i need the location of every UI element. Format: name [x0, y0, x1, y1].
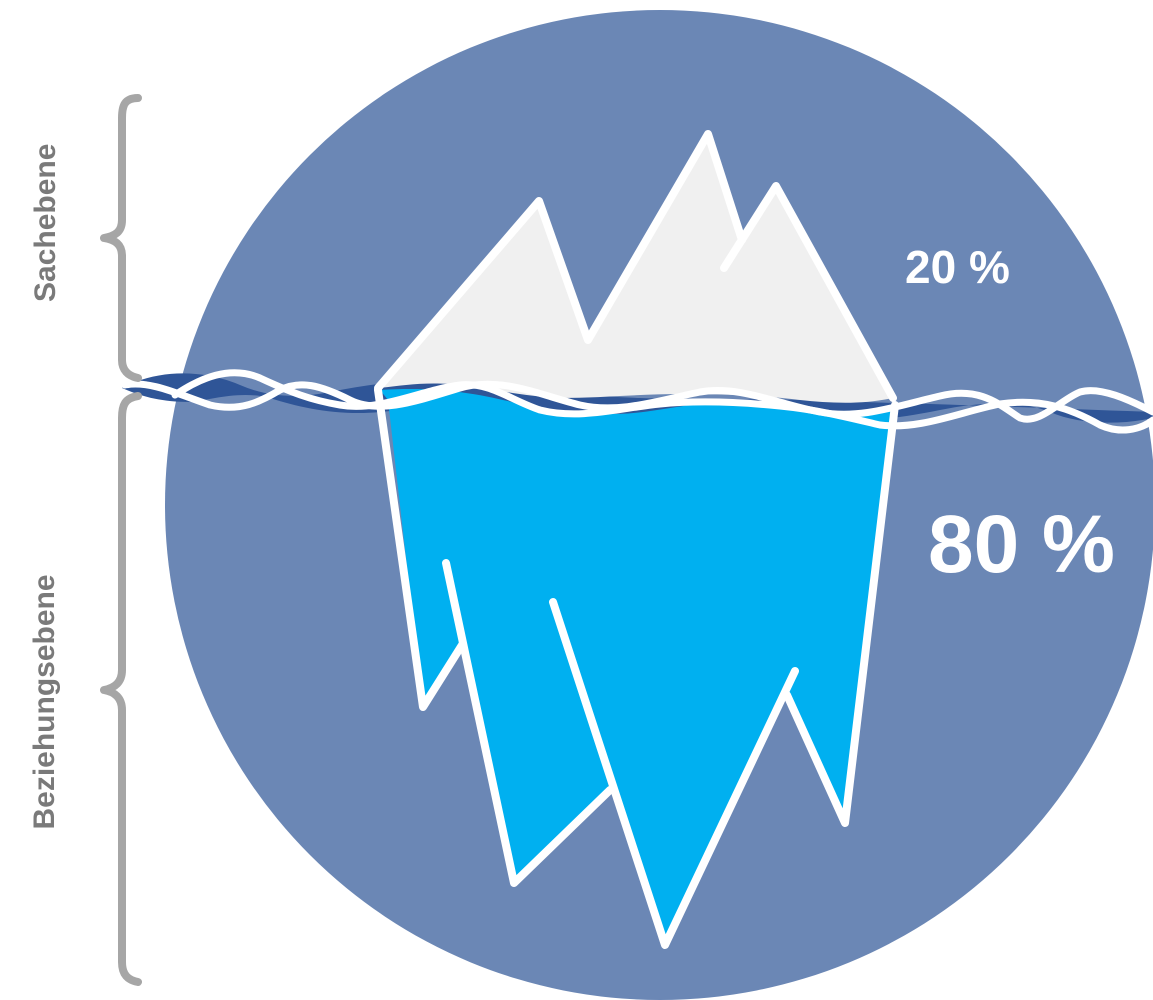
tip-outline-right — [720, 182, 897, 402]
body-outline-spike1 — [442, 559, 614, 887]
brace-top — [100, 94, 142, 382]
percentage-below: 80 % — [928, 499, 1115, 590]
body-outline-spike2 — [549, 598, 799, 949]
iceberg-outline — [374, 130, 899, 949]
side-braces — [100, 94, 142, 986]
tip-outline — [374, 130, 746, 392]
label-beziehungsebene: Beziehungsebene — [28, 574, 61, 830]
water-waves — [121, 369, 1153, 434]
wave-line-2 — [171, 369, 1153, 434]
iceberg-underwater — [380, 388, 895, 945]
label-sachebene: Sachebene — [29, 143, 62, 302]
brace-bottom — [100, 392, 142, 986]
body-outline-right — [783, 401, 899, 827]
body-outline-left — [374, 386, 466, 711]
iceberg-tip — [378, 134, 893, 403]
percentage-above: 20 % — [905, 241, 1010, 293]
